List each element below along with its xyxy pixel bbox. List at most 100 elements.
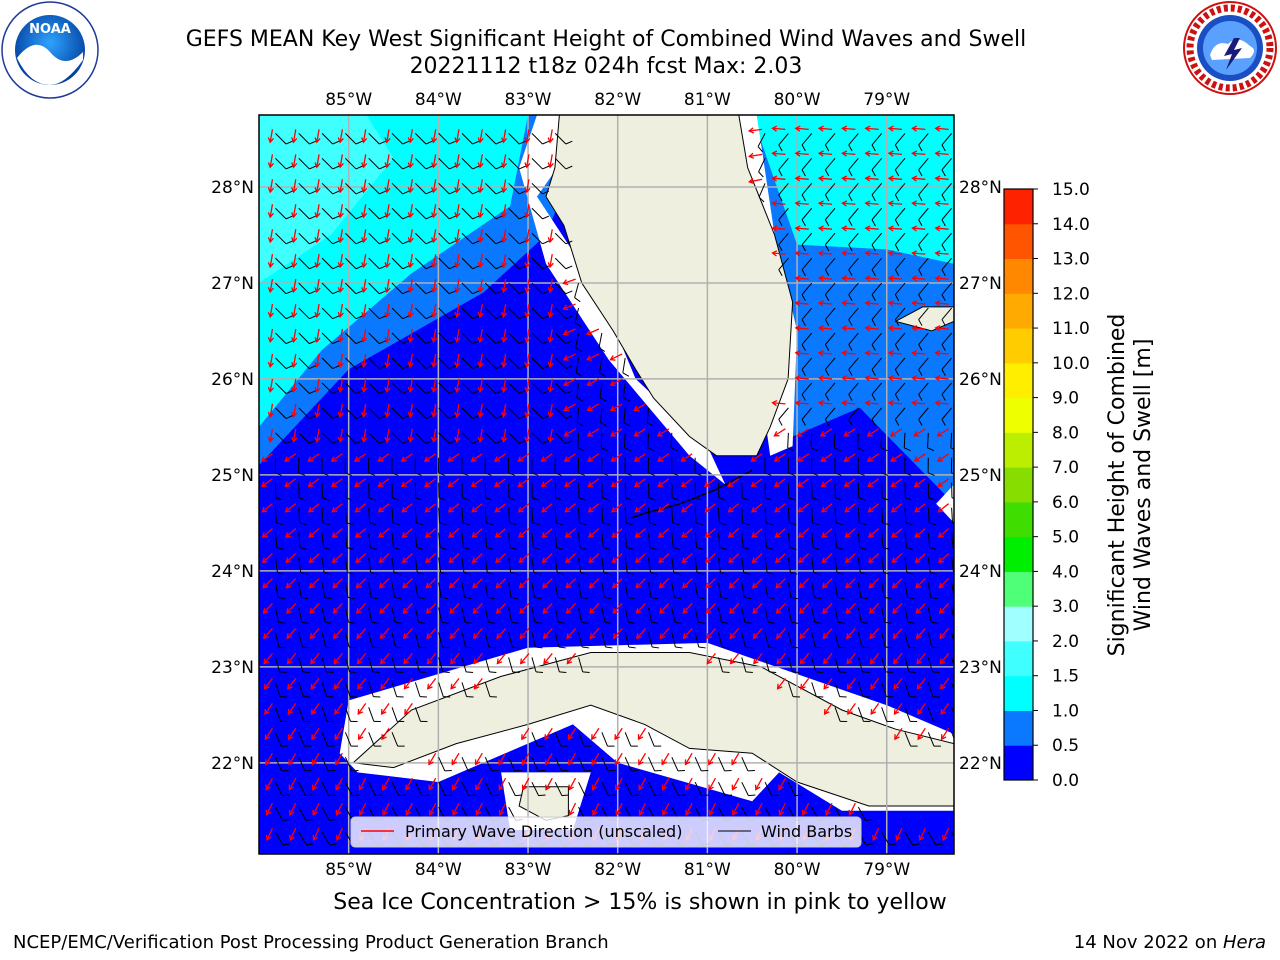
wave-arrow	[316, 403, 320, 417]
wind-barb-staff	[461, 557, 465, 573]
wave-arrow	[775, 528, 786, 538]
wave-arrow	[588, 528, 600, 538]
wind-barb-staff	[275, 382, 287, 394]
wind-barb-staff	[623, 407, 626, 423]
wind-barb-staff	[857, 582, 862, 598]
wave-arrow	[409, 378, 413, 392]
wave-arrow	[751, 478, 763, 487]
wave-arrowhead	[708, 784, 714, 791]
wave-arrowhead	[430, 262, 438, 269]
wave-arrow	[797, 453, 810, 462]
wind-barb-staff	[941, 307, 953, 320]
wind-barb-flag	[425, 265, 433, 270]
wind-barb-flag	[824, 269, 830, 277]
wind-barb-flag	[355, 290, 363, 295]
wind-barb-staff	[275, 257, 287, 270]
wave-arrow	[940, 677, 950, 690]
wind-barb-staff	[298, 831, 307, 846]
wind-barb-flag	[860, 596, 868, 600]
wave-arrow	[639, 802, 647, 816]
wave-arrowhead	[430, 287, 438, 294]
wind-barb-flag	[670, 447, 678, 452]
wave-arrow	[386, 204, 390, 218]
wave-arrowhead	[913, 431, 920, 437]
wave-arrow	[426, 653, 437, 664]
wave-arrowhead	[774, 557, 781, 564]
wave-arrowhead	[845, 582, 852, 589]
wind-barb-staff	[368, 781, 376, 796]
wind-barb-staff	[414, 232, 427, 245]
wave-arrow	[612, 578, 623, 589]
wind-barb-flag	[472, 290, 480, 295]
wind-barb-flag	[332, 365, 340, 370]
wind-barb-flag	[671, 472, 679, 476]
wave-arrow	[432, 403, 437, 417]
wave-arrow	[802, 802, 810, 816]
wave-arrow	[819, 327, 833, 330]
wave-arrow	[526, 428, 530, 442]
wave-arrow	[544, 727, 553, 740]
wave-arrowhead	[775, 607, 782, 614]
wind-barb-flag	[402, 165, 410, 170]
wind-barb-flag	[531, 472, 539, 476]
wave-arrowhead	[796, 456, 804, 462]
wind-barb-flag	[332, 415, 340, 419]
wind-barb-flag	[871, 369, 876, 376]
wind-barb-staff	[321, 182, 334, 195]
wind-barb-staff	[554, 357, 567, 369]
wind-barb-flag	[402, 315, 410, 320]
wave-arrow	[942, 827, 950, 841]
wave-arrow	[634, 503, 646, 513]
wind-barb-staff	[368, 507, 371, 523]
colorbar-bin	[1004, 362, 1033, 399]
wave-arrow	[498, 752, 507, 765]
wave-arrowhead	[844, 557, 851, 564]
florida-keys	[630, 469, 753, 519]
wave-arrow	[357, 702, 367, 715]
wind-barb-flag	[442, 671, 450, 673]
wave-arrow	[479, 154, 483, 168]
wind-barb-flag	[789, 547, 797, 550]
wave-arrow	[403, 628, 413, 639]
wave-arrowhead	[588, 582, 595, 589]
wind-barb-staff	[927, 582, 932, 598]
wind-barb-flag	[824, 219, 830, 227]
colorbar-bin	[1004, 606, 1033, 642]
wave-arrowhead	[407, 411, 414, 418]
wave-arrowhead	[377, 481, 384, 488]
wind-barb-flag	[791, 646, 799, 649]
wave-arrow	[526, 254, 530, 268]
wave-arrow	[819, 302, 833, 305]
wind-barb-staff	[671, 607, 676, 623]
wind-barb-staff	[438, 133, 450, 145]
wind-barb-flag	[696, 547, 704, 550]
wind-barb-staff	[811, 657, 817, 672]
wave-arrow	[775, 553, 786, 563]
wave-arrowhead	[400, 456, 407, 462]
wind-barb-flag	[603, 571, 611, 575]
wave-arrowhead	[495, 607, 502, 614]
wave-arrow	[405, 802, 413, 816]
wave-arrow	[865, 202, 879, 205]
wave-arrowhead	[471, 532, 478, 538]
colorbar-bin	[1004, 293, 1033, 329]
wind-barb-flag	[627, 596, 635, 600]
wave-arrowhead	[703, 481, 711, 488]
wind-barb-flag	[880, 447, 888, 452]
wave-arrowhead	[314, 162, 321, 169]
wind-barb-flag	[623, 422, 631, 427]
wave-arrowhead	[407, 386, 414, 393]
wind-barb-flag	[391, 472, 399, 476]
wave-arrow	[772, 152, 786, 155]
wind-barb-flag	[512, 671, 520, 673]
wave-arrowhead	[890, 506, 897, 513]
wind-barb-staff	[578, 632, 583, 648]
noaa-logo: NOAA	[1, 1, 99, 99]
wave-arrowhead	[682, 582, 688, 589]
wave-arrowhead	[543, 658, 549, 665]
wave-arrow	[752, 578, 763, 589]
wind-barb-staff	[298, 757, 306, 772]
wind-barb-staff	[345, 357, 357, 369]
wind-barb-flag	[472, 440, 480, 444]
wave-arrow	[586, 353, 600, 361]
